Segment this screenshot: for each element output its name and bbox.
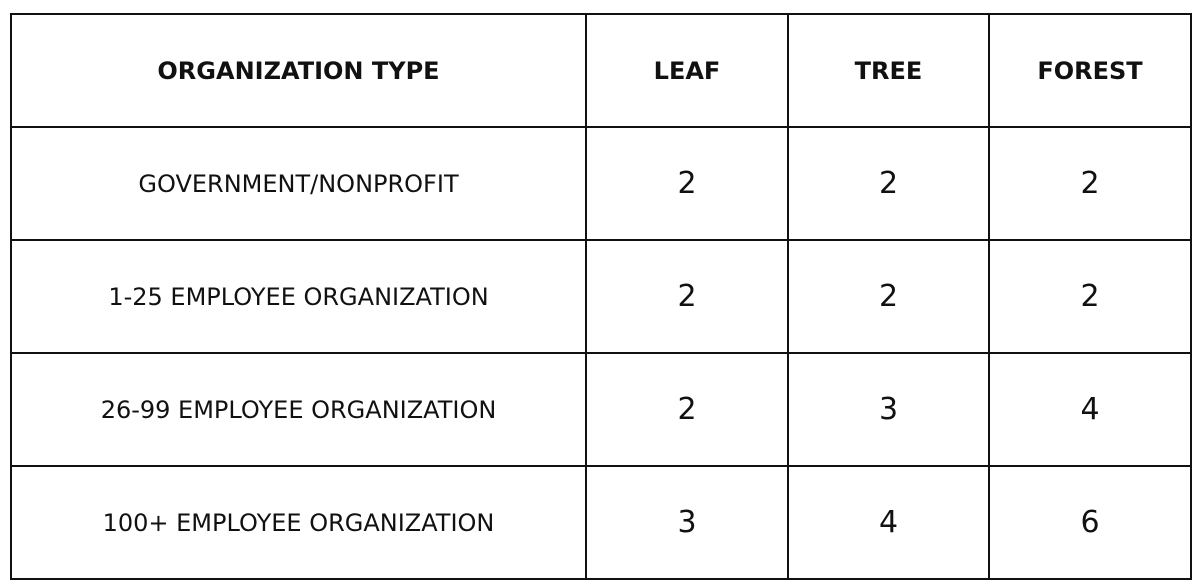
header-row: ORGANIZATION TYPE LEAF TREE FOREST [10,13,1192,128]
value-cell: 3 [585,465,789,580]
value-cell: 3 [787,352,990,467]
value-cell: 2 [787,126,990,241]
value-cell: 2 [585,239,789,354]
row-label: GOVERNMENT/NONPROFIT [10,126,587,241]
value-cell: 2 [787,239,990,354]
table-row: 1-25 EMPLOYEE ORGANIZATION 2 2 2 [10,239,1192,354]
header-cell: ORGANIZATION TYPE [10,13,587,128]
value-cell: 4 [787,465,990,580]
value-cell: 2 [585,126,789,241]
value-cell: 4 [988,352,1192,467]
pricing-table: ORGANIZATION TYPE LEAF TREE FOREST GOVERNME… [10,13,1192,580]
row-label: 26-99 EMPLOYEE ORGANIZATION [10,352,587,467]
header-cell: TREE [787,13,990,128]
value-cell: 6 [988,465,1192,580]
header-cell: LEAF [585,13,789,128]
table-row: 26-99 EMPLOYEE ORGANIZATION 2 3 4 [10,352,1192,467]
row-label: 100+ EMPLOYEE ORGANIZATION [10,465,587,580]
header-cell: FOREST [988,13,1192,128]
row-label: 1-25 EMPLOYEE ORGANIZATION [10,239,587,354]
table-row: 100+ EMPLOYEE ORGANIZATION 3 4 6 [10,465,1192,580]
table-body: GOVERNMENT/NONPROFIT 2 2 2 1-25 EMPLOYEE ORG… [10,126,1192,580]
value-cell: 2 [988,126,1192,241]
value-cell: 2 [585,352,789,467]
table-row: GOVERNMENT/NONPROFIT 2 2 2 [10,126,1192,241]
value-cell: 2 [988,239,1192,354]
